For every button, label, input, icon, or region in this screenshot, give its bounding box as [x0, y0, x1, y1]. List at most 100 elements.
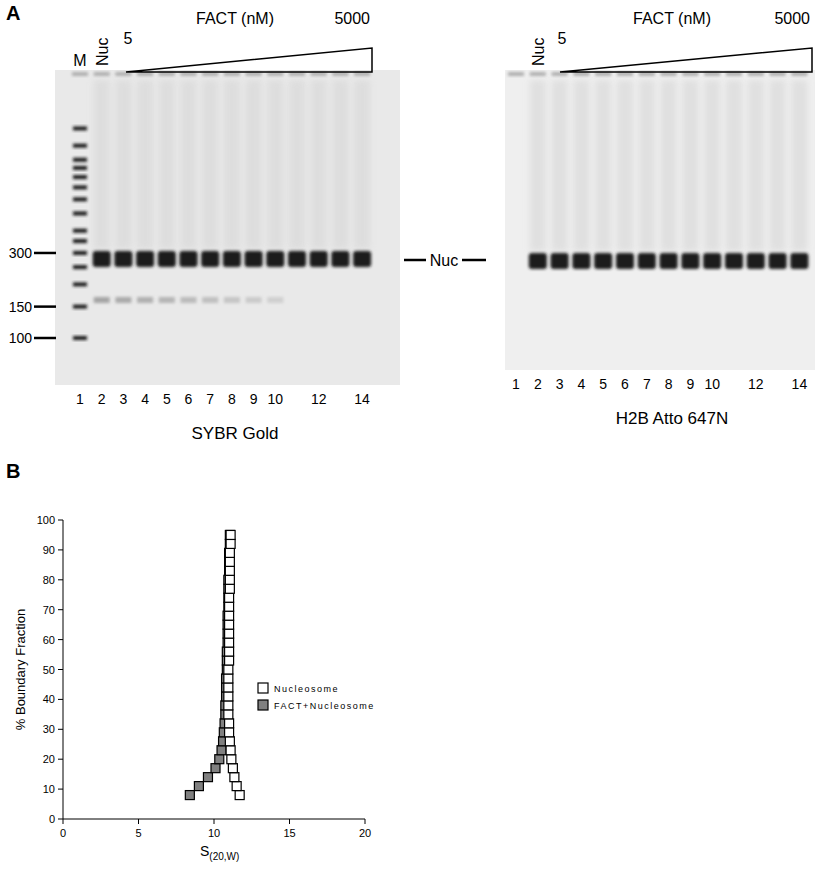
data-point [225, 647, 234, 656]
smear [617, 80, 633, 251]
data-point [225, 539, 234, 548]
nucleosome-band [180, 251, 198, 267]
nucleosome-band [331, 251, 349, 267]
panel-label: B [6, 460, 20, 482]
lane-number: 8 [665, 376, 673, 392]
lane-number: 3 [556, 376, 564, 392]
y-tick-label: 20 [43, 753, 55, 765]
marker-lane-label: M [73, 52, 86, 69]
nuc-lane-label: Nuc [530, 38, 547, 66]
smear [552, 80, 568, 251]
data-point [224, 710, 233, 719]
nucleosome-band [725, 253, 743, 269]
smear [246, 80, 262, 249]
lane-number: 7 [206, 391, 214, 407]
y-tick-label: 60 [43, 634, 55, 646]
concentration-label: FACT (nM) [633, 10, 711, 27]
y-tick [58, 789, 63, 790]
data-point [225, 548, 234, 557]
lane-number: 4 [141, 391, 149, 407]
well [94, 72, 110, 76]
ladder-band [73, 239, 87, 243]
gel-background [505, 70, 815, 370]
y-tick [58, 609, 63, 610]
smear [311, 80, 327, 249]
y-tick [58, 729, 63, 730]
data-point [225, 584, 234, 593]
nucleosome-band [245, 251, 263, 267]
smear [202, 80, 218, 249]
size-marker-label: 150 [9, 299, 33, 315]
gel [505, 70, 815, 370]
x-axis-title-main: S [200, 843, 209, 859]
band-label-line [462, 259, 486, 262]
y-tick [58, 579, 63, 580]
nucleosome-band [529, 253, 547, 269]
nucleosome-band [136, 251, 154, 267]
ladder-band [73, 305, 87, 309]
data-point [217, 746, 226, 755]
nuc-lane-label: Nuc [94, 38, 111, 66]
nucleosome-band [769, 253, 787, 269]
data-point [227, 755, 236, 764]
y-tick [58, 639, 63, 640]
smear [748, 80, 764, 251]
data-point [226, 746, 235, 755]
ladder-band [73, 166, 87, 170]
lane-number: 4 [578, 376, 586, 392]
data-point [224, 665, 233, 674]
nucleosome-band [594, 253, 612, 269]
data-point [225, 728, 234, 737]
concentration-wedge [126, 48, 372, 72]
lane-number: 12 [311, 391, 327, 407]
ladder-band [73, 336, 87, 340]
data-point [225, 575, 234, 584]
size-marker-tick [34, 252, 56, 255]
data-point [225, 593, 234, 602]
smear [682, 80, 698, 251]
smear [115, 80, 131, 249]
free-dna-band [159, 297, 175, 303]
x-axis-title-subscript: (20,W) [209, 851, 239, 862]
x-tick-label: 5 [135, 827, 141, 839]
x-tick [365, 819, 366, 824]
ladder-band [73, 126, 87, 130]
ladder-band [73, 229, 87, 233]
size-marker-label: 300 [9, 245, 33, 261]
smear [770, 80, 786, 251]
y-axis-title: % Boundary Fraction [13, 609, 28, 730]
legend: NucleosomeFACT+Nucleosome [258, 683, 375, 711]
lane-number: 9 [250, 391, 258, 407]
data-point [224, 692, 233, 701]
smear [267, 80, 283, 249]
nucleosome-band [572, 253, 590, 269]
nucleosome-band [638, 253, 656, 269]
x-tick-label: 15 [283, 827, 295, 839]
y-tick [58, 520, 63, 521]
legend-label: FACT+Nucleosome [274, 701, 375, 711]
data-point [225, 548, 234, 557]
data-point [228, 764, 237, 773]
nucleosome-band [790, 253, 808, 269]
data-point [225, 566, 234, 575]
series [224, 530, 244, 799]
x-axis-title: S(20,W) [200, 843, 239, 862]
smear [94, 80, 110, 249]
nucleosome-band [353, 251, 371, 267]
y-tick-label: 0 [49, 813, 55, 825]
data-point [225, 566, 234, 575]
nucleosome-band [201, 251, 219, 267]
nucleosome-band [266, 251, 284, 267]
concentration-low: 5 [124, 30, 133, 47]
lane-number: 1 [512, 376, 520, 392]
gel [55, 70, 400, 385]
ladder-band [73, 158, 87, 162]
stain-label: H2B Atto 647N [616, 409, 728, 428]
lane-number: 14 [792, 376, 808, 392]
data-point [226, 539, 235, 548]
ladder-band [73, 175, 87, 179]
axes: 010203040506070809010005101520S(20,W)% B… [13, 514, 371, 862]
lane-number: 2 [534, 376, 542, 392]
nucleosome-band [747, 253, 765, 269]
lane-number: 8 [228, 391, 236, 407]
